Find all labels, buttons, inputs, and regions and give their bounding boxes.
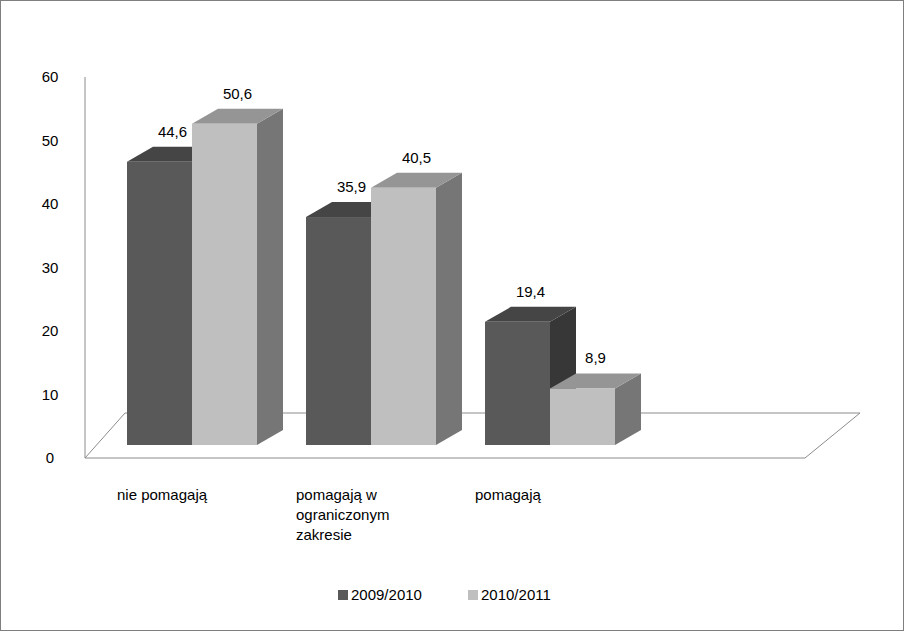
data-label: 40,5 <box>402 149 431 166</box>
legend-swatch <box>468 590 478 600</box>
y-tick-label: 40 <box>42 195 59 212</box>
legend: 2009/2010 2010/2011 <box>338 586 551 603</box>
y-tick-label: 50 <box>42 132 59 149</box>
bar <box>371 173 462 445</box>
data-labels: 44,6 50,6 35,9 40,5 19,4 8,9 <box>158 85 606 367</box>
bar-top <box>485 307 576 322</box>
y-tick-label: 60 <box>42 68 59 85</box>
chart-root: 0 10 20 30 40 50 60 44,6 50,6 35,9 40,5 19,4 8,9 nie … <box>0 0 904 631</box>
bar-front <box>485 322 550 445</box>
data-label: 44,6 <box>158 123 187 140</box>
bar <box>192 109 283 445</box>
bar-top <box>371 173 462 188</box>
x-tick-label: pomagają <box>475 486 542 503</box>
x-tick-label-line: nie pomagają <box>117 486 208 503</box>
x-tick-label-line: ograniczonym <box>296 506 389 523</box>
chart-border <box>1 1 904 631</box>
x-tick-label: nie pomagają <box>117 486 208 503</box>
bar-front <box>127 162 192 445</box>
y-tick-label: 30 <box>42 259 59 276</box>
y-axis-line <box>85 77 86 458</box>
y-tick-label: 0 <box>46 449 54 466</box>
x-tick-label-line: zakresie <box>296 526 352 543</box>
bar-side <box>257 109 283 445</box>
bar-front <box>550 388 615 445</box>
bar <box>550 373 641 445</box>
x-tick-label: pomagają w ograniczonym zakresie <box>296 486 389 543</box>
data-label: 19,4 <box>516 283 545 300</box>
x-tick-label-line: pomagają <box>475 486 542 503</box>
y-tick-label: 10 <box>42 386 59 403</box>
bar-top <box>550 373 641 388</box>
bar-top <box>192 109 283 124</box>
data-label: 50,6 <box>223 85 252 102</box>
data-label: 35,9 <box>337 178 366 195</box>
bar-front <box>306 217 371 445</box>
data-label: 8,9 <box>585 349 606 366</box>
x-tick-label-line: pomagają w <box>296 486 377 503</box>
bar-front <box>192 124 257 445</box>
legend-label: 2010/2011 <box>481 586 551 603</box>
legend-swatch <box>338 590 348 600</box>
y-tick-label: 20 <box>42 322 59 339</box>
legend-label: 2009/2010 <box>351 586 422 603</box>
bar-side <box>436 173 462 445</box>
bar-front <box>371 188 436 445</box>
bars <box>127 109 641 445</box>
